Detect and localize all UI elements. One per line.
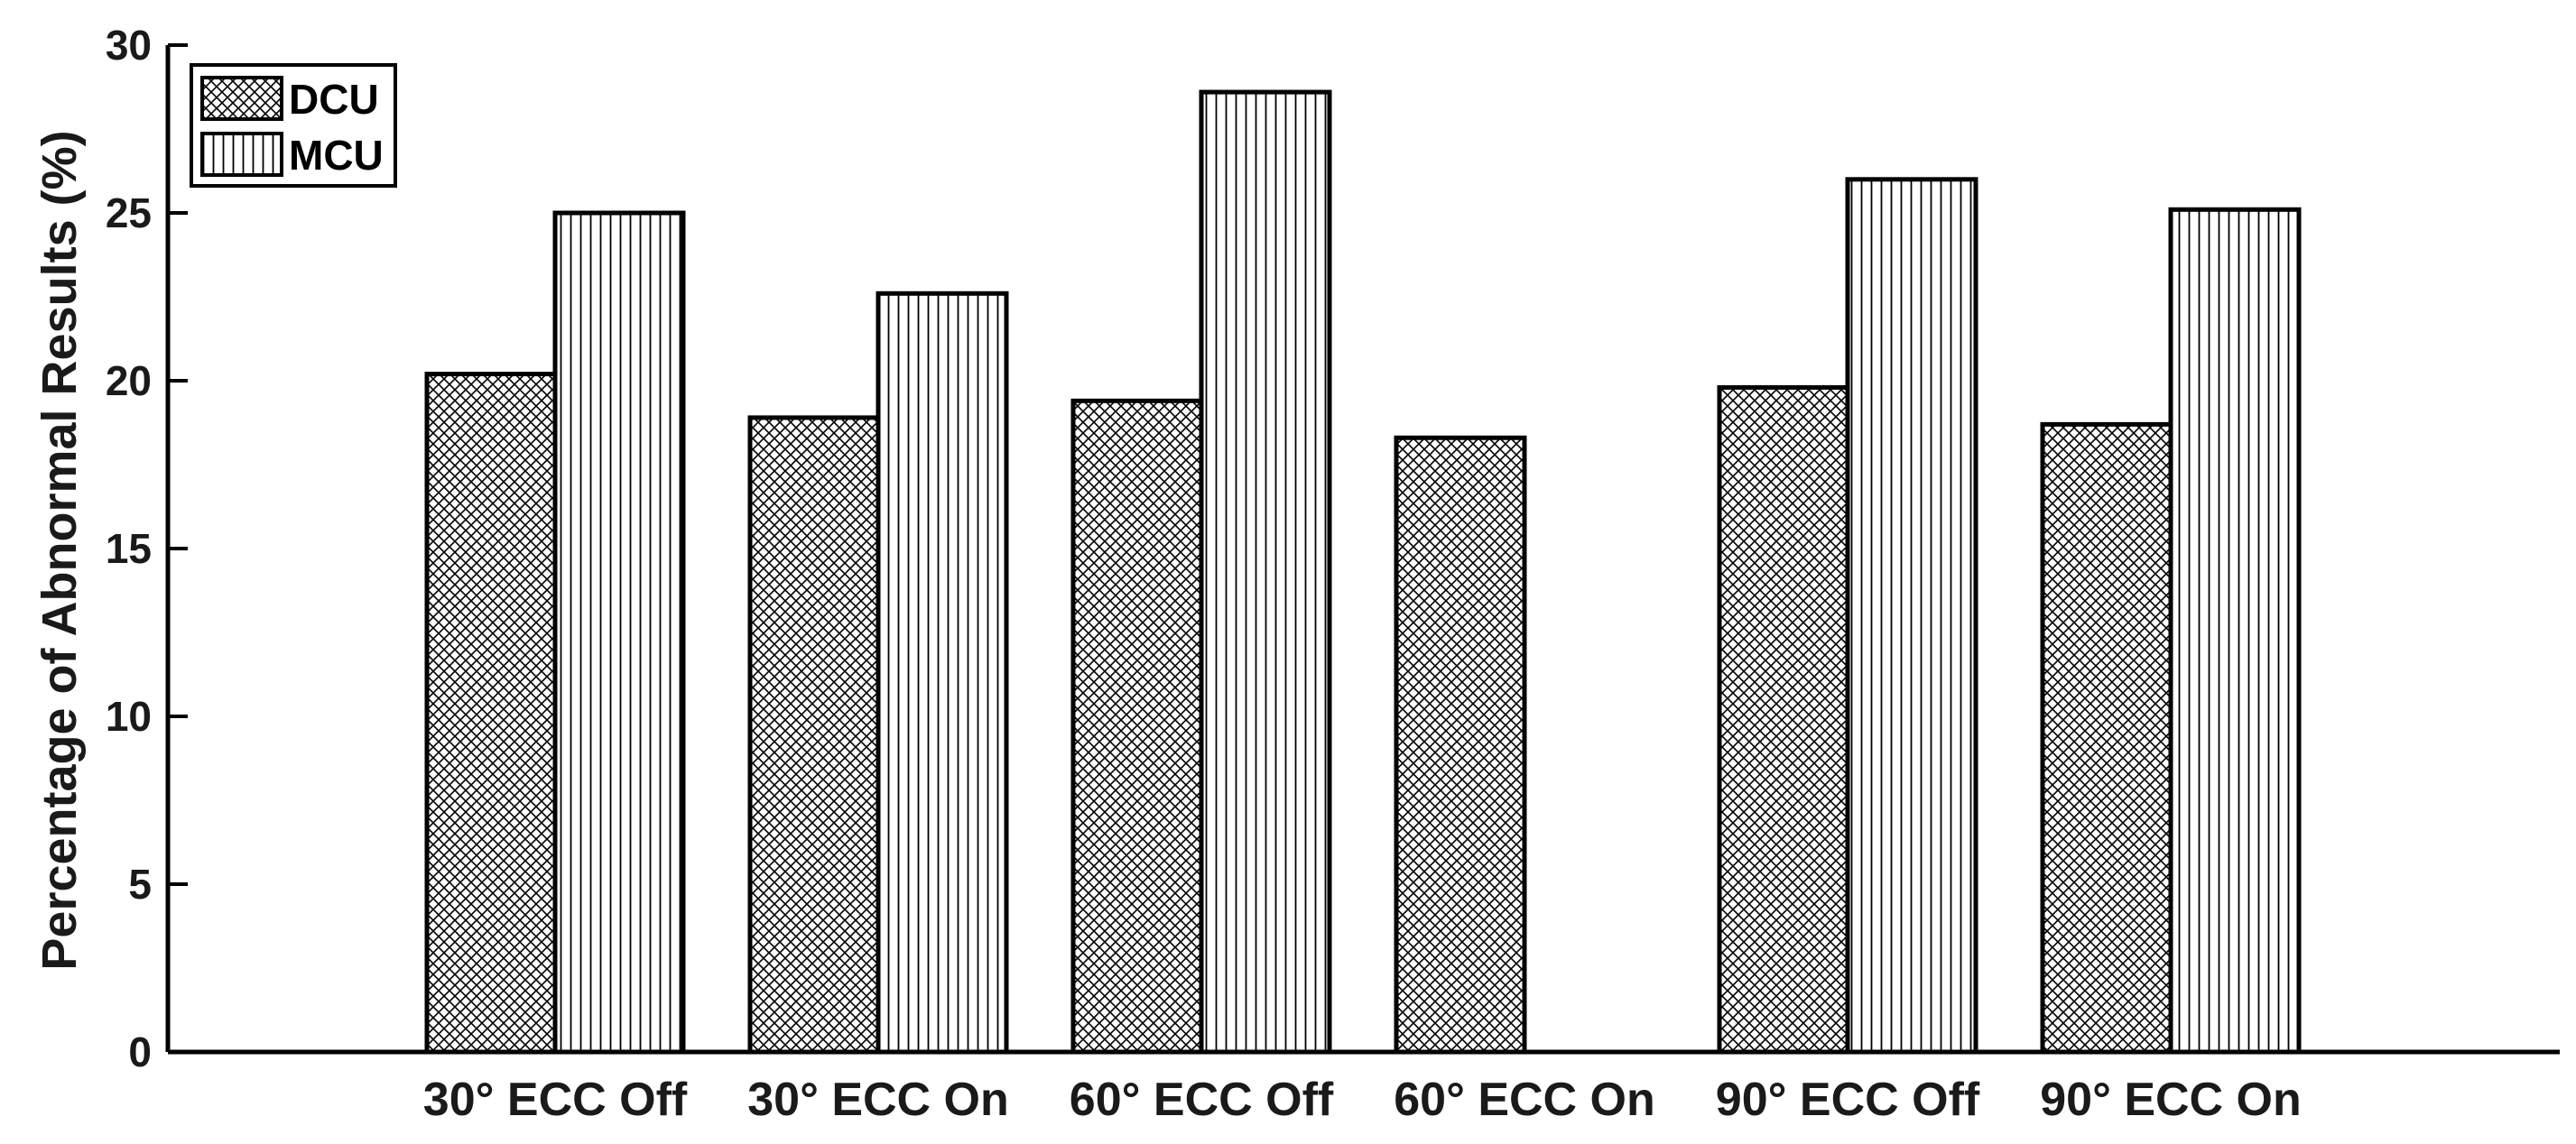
legend: DCU MCU <box>190 63 397 188</box>
bar-dcu-1 <box>747 415 881 1055</box>
legend-label-dcu: DCU <box>289 76 379 123</box>
bar-mcu-1 <box>876 291 1009 1055</box>
x-tick-label: 60° ECC Off <box>1070 1074 1334 1126</box>
bar-mcu-2 <box>1199 89 1332 1055</box>
bar-mcu-4 <box>1845 177 1978 1055</box>
x-tick-label: 30° ECC Off <box>423 1074 688 1126</box>
plot-area <box>424 89 2302 1055</box>
legend-swatch-dcu <box>200 76 283 121</box>
bar-dcu-5 <box>2040 421 2173 1055</box>
y-tick-label: 25 <box>106 189 152 236</box>
y-tick-label: 15 <box>106 525 152 572</box>
x-tick-label: 30° ECC On <box>747 1074 1009 1126</box>
x-tick-label: 60° ECC On <box>1394 1074 1655 1126</box>
y-tick-label: 10 <box>106 693 152 740</box>
y-tick-label: 0 <box>128 1029 152 1075</box>
bar-dcu-4 <box>1717 384 1850 1055</box>
bar-dcu-0 <box>424 372 558 1055</box>
bar-dcu-3 <box>1394 435 1527 1055</box>
y-axis-title: Percentage of Abnormal Results (%) <box>32 130 87 970</box>
x-tick-label: 90° ECC On <box>2040 1074 2302 1126</box>
legend-swatch-mcu <box>200 132 283 177</box>
bar-mcu-0 <box>552 210 686 1055</box>
y-tick-label: 20 <box>106 357 152 404</box>
legend-label-mcu: MCU <box>289 132 384 179</box>
x-tick-label: 90° ECC Off <box>1716 1074 1980 1126</box>
y-tick-label: 5 <box>128 861 152 908</box>
y-tick-label: 30 <box>106 22 152 69</box>
y-axis-ticks: 0 5 10 15 20 25 30 <box>106 22 188 1075</box>
bar-mcu-5 <box>2168 207 2302 1055</box>
x-axis-labels: 30° ECC Off 30° ECC On 60° ECC Off 60° ECC … <box>423 1074 2302 1126</box>
bar-dcu-2 <box>1070 398 1204 1055</box>
